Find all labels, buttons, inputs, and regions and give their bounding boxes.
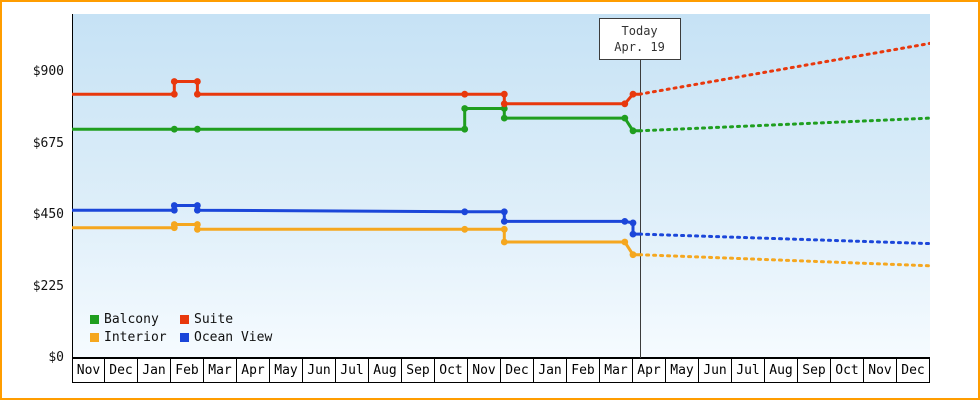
ocean-view-data-point — [621, 218, 629, 225]
legend: Balcony Suite Interior Ocean View — [90, 312, 272, 345]
x-axis-month-cell: Sep — [798, 358, 831, 383]
legend-item-interior: Interior — [90, 330, 180, 345]
legend-label: Ocean View — [194, 330, 273, 345]
plot-area: Today Apr. 19 Balcony Suite Interior Ocean … — [72, 14, 930, 358]
x-axis-month-cell: Mar — [204, 358, 237, 383]
y-axis-tick-label: $675 — [32, 135, 64, 151]
ocean-view-data-point — [629, 219, 637, 227]
interior-data-point — [170, 221, 178, 228]
legend-label: Suite — [194, 312, 234, 327]
balcony-data-point — [629, 127, 637, 135]
suite-price-line — [72, 80, 640, 106]
interior-data-point — [500, 238, 508, 246]
interior-data-point — [621, 238, 629, 246]
x-axis-month-cell: Dec — [897, 358, 930, 383]
balcony-data-point — [194, 125, 201, 133]
interior-data-point — [461, 225, 469, 233]
x-axis-month-cell: Nov — [468, 358, 501, 383]
legend-swatch-icon — [90, 315, 99, 324]
x-axis-month-cell: Feb — [171, 358, 204, 383]
ocean-view-data-point — [500, 208, 508, 216]
x-axis-month-cell: May — [270, 358, 303, 383]
suite-data-point — [500, 100, 508, 108]
x-axis-month-cell: Nov — [72, 358, 105, 383]
x-axis-month-cell: Oct — [435, 358, 468, 383]
suite-data-point — [461, 90, 469, 98]
x-axis-month-cell: Aug — [765, 358, 798, 383]
suite-data-point — [500, 90, 508, 98]
legend-swatch-icon — [180, 315, 189, 324]
ocean-view-data-point — [194, 206, 201, 214]
suite-data-point — [621, 100, 629, 108]
ocean-view-data-point — [194, 202, 201, 209]
y-axis-tick-label: $450 — [32, 207, 64, 222]
suite-projection-line — [638, 41, 930, 96]
legend-label: Interior — [104, 330, 167, 345]
suite-data-point — [194, 78, 201, 85]
balcony-data-point — [461, 125, 469, 133]
x-axis-month-cell: Jul — [336, 358, 369, 383]
x-axis-month-cell: Jul — [732, 358, 765, 383]
y-axis: $0 $225 $450 $675 $900 — [2, 2, 68, 398]
ocean-view-data-point — [500, 218, 508, 225]
interior-data-point — [194, 225, 201, 233]
suite-data-point — [194, 90, 201, 98]
ocean-view-projection-line — [638, 232, 930, 246]
balcony-projection-line — [638, 116, 930, 133]
balcony-data-point — [500, 114, 508, 122]
legend-item-suite: Suite — [180, 312, 272, 327]
x-axis-month-cell: Oct — [831, 358, 864, 383]
legend-swatch-icon — [90, 333, 99, 342]
balcony-data-point — [461, 105, 469, 112]
suite-data-point — [629, 90, 637, 98]
suite-data-point — [170, 78, 178, 85]
x-axis-month-cell: Jun — [303, 358, 336, 383]
legend-item-balcony: Balcony — [90, 312, 180, 327]
x-axis-month-cell: Apr — [237, 358, 270, 383]
balcony-data-point — [170, 125, 178, 133]
ocean-view-data-point — [170, 202, 178, 209]
x-axis-month-cell: Dec — [501, 358, 534, 383]
interior-data-point — [194, 221, 201, 228]
x-axis-month-cell: Jun — [699, 358, 732, 383]
balcony-data-point — [621, 114, 629, 122]
interior-data-point — [629, 251, 637, 259]
balcony-data-point — [500, 105, 508, 112]
x-axis-month-cell: Mar — [600, 358, 633, 383]
ocean-view-data-point — [170, 206, 178, 214]
interior-data-point — [500, 225, 508, 233]
y-axis-tick-label: $0 — [48, 350, 64, 365]
suite-data-point — [170, 90, 178, 98]
x-axis-month-cell: Jan — [534, 358, 567, 383]
today-date: Apr. 19 — [614, 40, 665, 54]
chart-canvas — [72, 14, 930, 358]
y-axis-tick-label: $900 — [32, 64, 64, 79]
legend-item-ocean-view: Ocean View — [180, 330, 272, 345]
y-axis-tick-label: $225 — [32, 278, 64, 294]
x-axis-month-cell: Aug — [369, 358, 402, 383]
balcony-price-line — [72, 107, 640, 133]
legend-swatch-icon — [180, 333, 189, 342]
x-axis-month-cell: Jan — [138, 358, 171, 383]
x-axis-month-cell: Feb — [567, 358, 600, 383]
x-axis-month-cell: Sep — [402, 358, 435, 383]
x-axis: Nov Dec Jan Feb Mar Apr May Jun Jul Aug Sep Oct Nov D… — [72, 358, 930, 383]
interior-projection-line — [638, 253, 930, 268]
x-axis-month-cell: Nov — [864, 358, 897, 383]
legend-label: Balcony — [104, 312, 159, 327]
today-label: Today — [621, 24, 658, 38]
ocean-view-data-point — [629, 230, 637, 238]
x-axis-month-cell: Dec — [105, 358, 138, 383]
today-annotation-box: Today Apr. 19 — [598, 18, 681, 60]
interior-price-line — [72, 223, 640, 257]
x-axis-month-cell: Apr — [633, 358, 666, 383]
ocean-view-data-point — [461, 208, 469, 216]
x-axis-month-cell: May — [666, 358, 699, 383]
